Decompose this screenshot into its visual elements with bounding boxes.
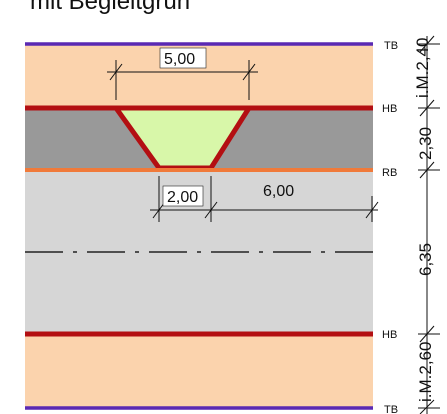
figure-caption: mit Begleitgrün: [30, 0, 191, 15]
edge-label-tb-bottom: TB: [384, 404, 398, 414]
dimension-label-lane-right: 6,00: [263, 183, 294, 200]
dim-label-bg-median-top: [159, 47, 207, 69]
dimension-label-median-top: 5,00: [164, 51, 195, 68]
right-dim-label-middle: 6,35: [416, 243, 435, 276]
right-dim-label-upper: 2,30: [416, 127, 435, 160]
dim-label-bg-lane-right: [258, 180, 304, 200]
footway-band-bottom: [25, 334, 373, 408]
right-dim-label-bottom: i.M.2,60: [416, 342, 435, 402]
edge-label-rb: RB: [382, 167, 397, 179]
right-dim-label-top: i.M.2,40: [413, 38, 432, 98]
edge-label-hb-top: HB: [382, 103, 397, 115]
dimension-median-top: [107, 60, 258, 100]
edge-label-hb-bottom: HB: [382, 329, 397, 341]
dimension-label-median-bottom: 2,00: [167, 189, 198, 206]
dim-label-bg-median-bottom: [162, 185, 204, 207]
edge-label-tb-top: TB: [384, 40, 398, 52]
right-dimension-chain: [418, 35, 440, 414]
